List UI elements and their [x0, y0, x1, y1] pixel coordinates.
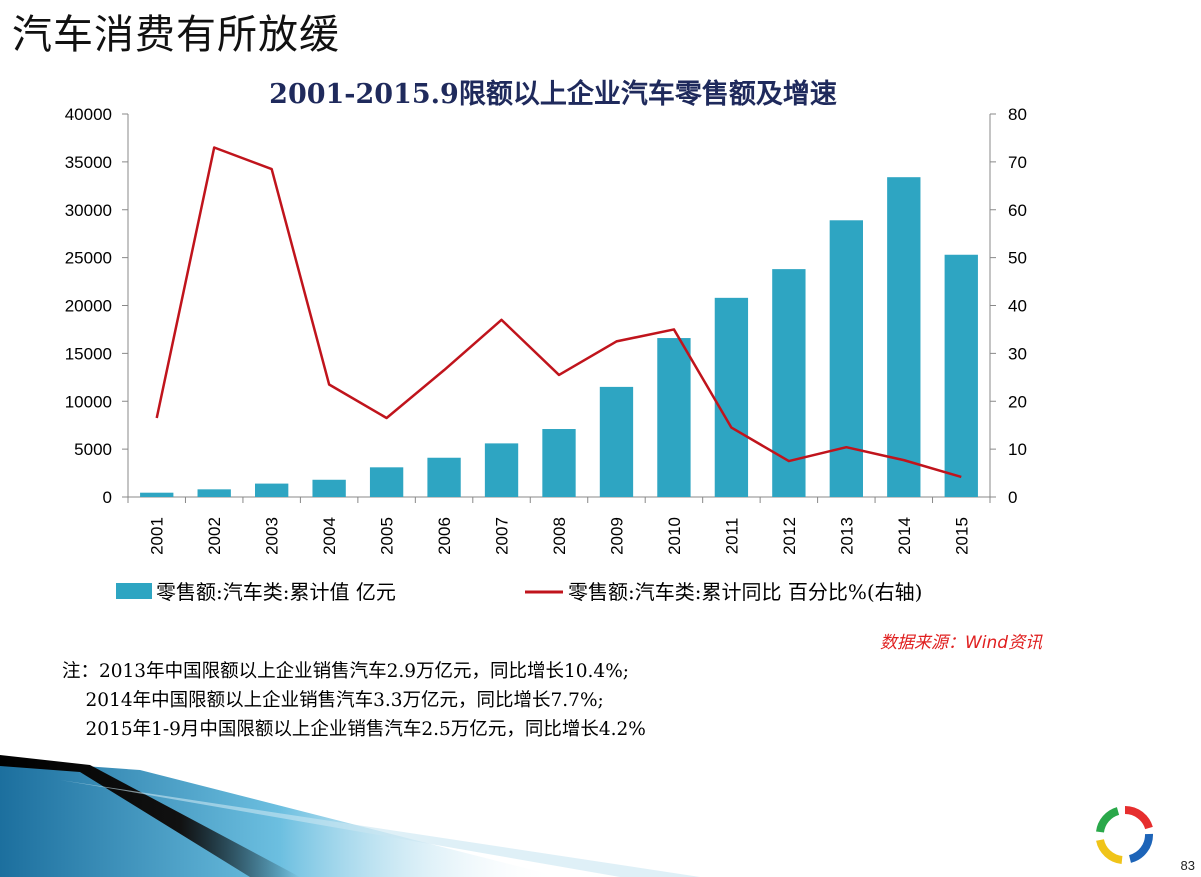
line-series [155, 146, 962, 479]
y-left-tick-label: 20000 [65, 297, 112, 316]
footnote: 注：2013年中国限额以上企业销售汽车2.9万亿元，同比增长10.4%; 201… [62, 657, 646, 744]
chart-title: 2001-2015.9限额以上企业汽车零售额及增速 [269, 78, 837, 110]
bar [542, 429, 576, 497]
bar [255, 483, 289, 497]
y-right-tick-label: 40 [1008, 297, 1027, 316]
bar [599, 386, 634, 497]
legend-line-label: 零售额:汽车类:累计同比 百分比%(右轴) [568, 580, 922, 604]
bar [484, 443, 519, 497]
y-left-tick-label: 35000 [65, 153, 112, 172]
x-tick-label: 2010 [665, 517, 684, 555]
footnote-line: 2014年中国限额以上企业销售汽车3.3万亿元，同比增长7.7%; [62, 690, 604, 711]
x-tick-label: 2005 [378, 517, 397, 555]
legend-bar-swatch [116, 583, 152, 599]
x-tick-label: 2011 [722, 518, 741, 555]
y-left-tick-label: 10000 [65, 392, 112, 411]
bar-series [140, 177, 978, 497]
y-left-tick-label: 40000 [65, 105, 112, 124]
company-logo [1096, 806, 1153, 864]
x-tick-label: 2007 [493, 517, 512, 555]
y-left-tick-label: 5000 [74, 440, 112, 459]
footnote-line: 2015年1-9月中国限额以上企业销售汽车2.5万亿元，同比增长4.2% [62, 719, 646, 740]
x-tick-label: 2009 [607, 517, 626, 555]
x-tick-label: 2015 [952, 517, 971, 555]
bar [312, 479, 346, 497]
bar [657, 338, 691, 497]
y-right-tick-label: 0 [1008, 488, 1017, 507]
x-tick-label: 2014 [895, 517, 914, 555]
x-tick-label: 2012 [780, 517, 799, 555]
x-tick-label: 2003 [263, 517, 282, 555]
bar [887, 177, 921, 497]
y-left-tick-label: 30000 [65, 201, 112, 220]
bar [714, 297, 749, 497]
y-left-tick-label: 15000 [65, 344, 112, 363]
y-right-tick-label: 50 [1008, 249, 1027, 268]
x-tick-label: 2001 [148, 517, 167, 555]
bar [369, 467, 404, 497]
bar [140, 492, 174, 497]
y-right-tick-label: 80 [1008, 105, 1027, 124]
y-right-tick-label: 10 [1008, 440, 1027, 459]
y-left-tick-label: 25000 [65, 249, 112, 268]
x-tick-label: 2013 [837, 517, 856, 555]
y-right-tick-label: 60 [1008, 201, 1027, 220]
bar [829, 220, 863, 497]
y-left-tick-label: 0 [103, 488, 112, 507]
bar [944, 254, 978, 497]
bar [427, 457, 461, 497]
y-right-tick-label: 30 [1008, 344, 1027, 363]
x-tick-label: 2006 [435, 517, 454, 555]
footnote-line: 注：2013年中国限额以上企业销售汽车2.9万亿元，同比增长10.4%; [62, 661, 630, 682]
legend: 零售额:汽车类:累计值 亿元 零售额:汽车类:累计同比 百分比%(右轴) [116, 580, 922, 604]
x-tick-label: 2008 [550, 517, 569, 555]
legend-bar-label: 零售额:汽车类:累计值 亿元 [156, 580, 396, 604]
bar [772, 269, 806, 497]
chart-axes: 0 5000 10000 15000 20000 25000 30000 35000 40000… [65, 105, 1027, 555]
slide-title: 汽车消费有所放缓 [12, 12, 340, 58]
bar [197, 489, 231, 497]
data-source: 数据来源：Wind资讯 [880, 633, 1043, 653]
page-number: 83 [1180, 858, 1195, 873]
x-tick-label: 2004 [320, 517, 339, 555]
x-tick-label: 2002 [205, 517, 224, 555]
y-right-tick-label: 70 [1008, 153, 1027, 172]
y-right-tick-label: 20 [1008, 392, 1027, 411]
